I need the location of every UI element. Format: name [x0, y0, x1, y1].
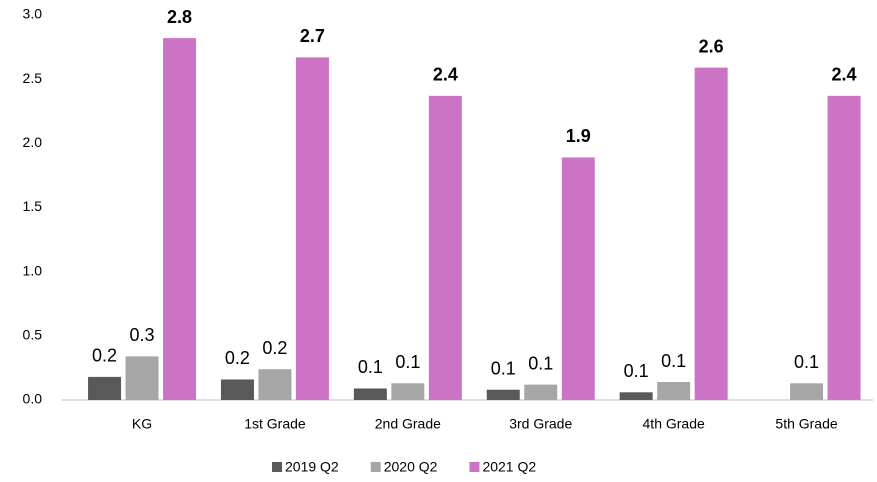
data-label: 0.1 [395, 352, 420, 372]
x-tick-label: 4th Grade [643, 416, 705, 432]
x-tick-label: 1st Grade [244, 416, 306, 432]
bar [295, 57, 329, 400]
bar [827, 95, 861, 400]
y-tick-label: 0.0 [23, 391, 43, 407]
bar [561, 157, 595, 400]
bar [486, 389, 520, 400]
data-label: 0.1 [528, 353, 553, 373]
y-tick-label: 2.5 [23, 70, 43, 86]
data-label: 2.4 [433, 65, 458, 85]
bar [88, 376, 122, 400]
data-label: 0.1 [794, 352, 819, 372]
y-tick-label: 2.0 [23, 134, 43, 150]
bar [258, 369, 292, 400]
x-tick-label: 2nd Grade [375, 416, 441, 432]
data-label: 2.8 [167, 7, 192, 27]
x-tick-label: 3rd Grade [509, 416, 572, 432]
legend-swatch [370, 462, 381, 472]
data-label: 2.7 [300, 26, 325, 46]
legend-swatch [272, 462, 282, 472]
bar [353, 388, 387, 400]
legend-label: 2019 Q2 [285, 459, 339, 475]
data-label: 0.1 [491, 358, 516, 378]
bar [790, 383, 824, 400]
data-label: 0.3 [130, 325, 155, 345]
bar [163, 38, 197, 400]
bar [619, 392, 653, 400]
data-label: 0.2 [262, 338, 287, 358]
data-label: 0.2 [225, 348, 250, 368]
y-tick-label: 0.5 [23, 327, 43, 343]
data-label: 0.2 [92, 346, 117, 366]
y-tick-label: 1.5 [23, 198, 43, 214]
y-tick-label: 1.0 [23, 262, 43, 278]
data-label: 1.9 [566, 126, 591, 146]
bar [657, 382, 691, 400]
data-label: 0.1 [624, 361, 649, 381]
data-label: 0.1 [661, 351, 686, 371]
bar [220, 379, 254, 400]
data-label: 0.1 [358, 357, 383, 377]
x-tick-label: KG [132, 416, 152, 432]
bar [125, 356, 159, 400]
legend-label: 2020 Q2 [384, 459, 438, 475]
y-tick-label: 3.0 [23, 6, 43, 22]
bar [694, 67, 728, 400]
legend-label: 2021 Q2 [482, 459, 536, 475]
data-label: 2.6 [699, 36, 724, 56]
data-label: 2.4 [832, 65, 857, 85]
bar [391, 383, 425, 400]
legend-swatch [469, 462, 480, 472]
x-tick-label: 5th Grade [775, 416, 837, 432]
bar [524, 384, 558, 400]
bar [428, 95, 462, 400]
